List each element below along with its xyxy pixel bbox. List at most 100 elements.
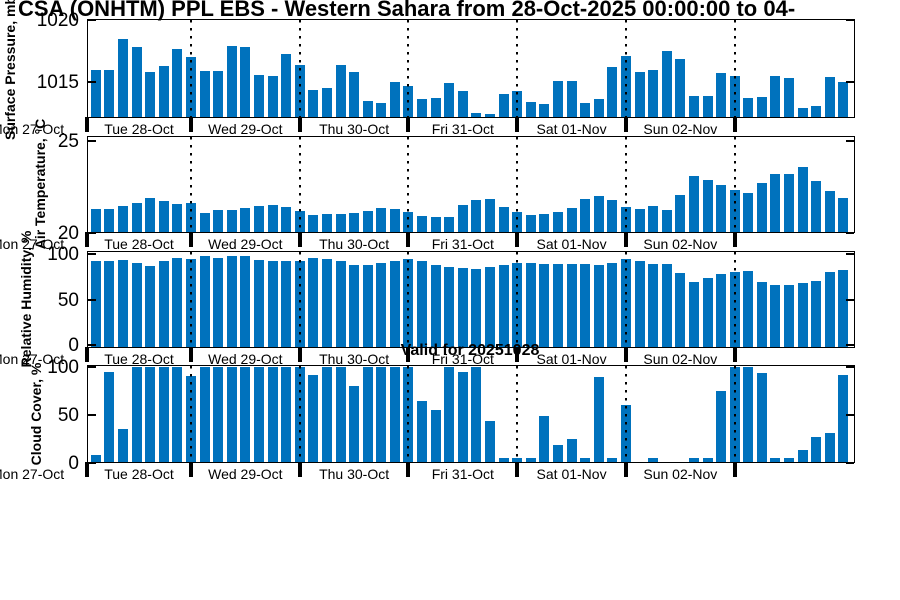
bar — [457, 268, 468, 348]
day-tick-mark — [85, 462, 89, 477]
bar — [444, 217, 455, 233]
bar — [580, 458, 591, 463]
day-boundary-gridline — [516, 366, 519, 462]
bar — [525, 458, 536, 463]
bar — [172, 48, 183, 118]
bar — [566, 263, 577, 348]
y-tick-mark-right — [846, 81, 854, 84]
bar — [824, 272, 835, 348]
bar — [552, 211, 563, 233]
bar — [661, 263, 672, 348]
y-axis-label-cloud-cover: Cloud Cover, % — [28, 362, 44, 466]
x-tick-label-day: Thu 30-Oct — [319, 351, 390, 367]
y-tick-mark-right — [846, 232, 854, 234]
bar — [389, 82, 400, 118]
x-tick-label-day: Sat 01-Nov — [536, 121, 607, 137]
x-tick-label-day: Sun 02-Nov — [643, 351, 718, 367]
bar — [702, 179, 713, 233]
bar — [770, 75, 781, 118]
bar — [362, 264, 373, 348]
bar — [104, 261, 115, 348]
bar — [756, 282, 767, 348]
x-tick-label-day: Sat 01-Nov — [536, 351, 607, 367]
day-tick-mark — [623, 462, 628, 477]
day-tick-mark — [515, 232, 520, 247]
plot-box — [87, 19, 855, 118]
x-tick-label-day: Thu 30-Oct — [319, 236, 390, 252]
bar — [566, 80, 577, 118]
bar — [838, 374, 849, 463]
bar — [389, 261, 400, 348]
bar — [824, 190, 835, 233]
bar — [389, 209, 400, 233]
bar — [226, 210, 237, 233]
y-tick-mark-left — [88, 19, 96, 22]
bar — [485, 114, 496, 118]
day-boundary-gridline — [624, 137, 627, 232]
day-boundary-gridline — [407, 366, 410, 462]
bar — [485, 199, 496, 233]
bar — [226, 366, 237, 463]
bar — [335, 261, 346, 348]
bar — [811, 180, 822, 233]
bar — [607, 200, 618, 233]
bar — [321, 88, 332, 118]
bar — [675, 195, 686, 233]
chart-title: CSA (ONHTM) PPL EBS - Western Sahara fro… — [18, 0, 796, 21]
bar — [145, 72, 156, 118]
y-axis-label-surface-pressure: Surface Pressure, mb — [2, 0, 18, 140]
bar — [240, 47, 251, 118]
bar — [389, 366, 400, 463]
bar — [145, 265, 156, 348]
bar — [335, 366, 346, 463]
bar — [716, 390, 727, 463]
bar — [308, 214, 319, 233]
day-boundary-gridline — [189, 20, 192, 117]
bar — [607, 262, 618, 348]
bar — [444, 266, 455, 348]
y-tick-label: 1015 — [36, 72, 79, 94]
bar — [716, 185, 727, 233]
bar — [213, 210, 224, 233]
bar — [308, 258, 319, 348]
day-tick-mark — [188, 347, 193, 362]
y-tick-label: 50 — [57, 404, 79, 426]
day-boundary-gridline — [624, 252, 627, 347]
bar — [321, 259, 332, 348]
bar — [281, 366, 292, 463]
day-boundary-gridline — [298, 366, 301, 462]
day-tick-mark — [188, 232, 193, 247]
day-tick-mark — [515, 462, 520, 477]
bar — [580, 199, 591, 233]
x-tick-label-day: Wed 29-Oct — [208, 121, 283, 137]
y-tick-label: 50 — [57, 289, 79, 311]
bar — [593, 376, 604, 463]
x-tick-label-day: Fri 31-Oct — [431, 121, 494, 137]
bar — [281, 53, 292, 118]
bar — [552, 80, 563, 118]
bar — [349, 264, 360, 348]
bar — [321, 366, 332, 463]
bar — [145, 198, 156, 233]
bar — [253, 205, 264, 233]
day-boundary-gridline — [189, 137, 192, 232]
day-tick-mark — [732, 232, 737, 247]
x-tick-label-left-edge: Mon 27-Oct — [0, 236, 65, 252]
bar — [417, 99, 428, 118]
bar — [661, 210, 672, 233]
plot-box — [87, 365, 855, 463]
bar — [253, 366, 264, 463]
bar — [770, 458, 781, 463]
bar — [539, 415, 550, 463]
y-tick-mark-left — [88, 298, 96, 301]
x-tick-label-day: Wed 29-Oct — [208, 466, 283, 482]
plot-box — [87, 136, 855, 233]
x-tick-label-day: Sat 01-Nov — [536, 466, 607, 482]
bar — [253, 74, 264, 118]
x-tick-label-day: Wed 29-Oct — [208, 351, 283, 367]
day-tick-mark — [515, 347, 520, 362]
bar — [240, 255, 251, 348]
bar — [321, 213, 332, 233]
x-tick-label-day: Tue 28-Oct — [104, 466, 174, 482]
bar — [498, 94, 509, 118]
